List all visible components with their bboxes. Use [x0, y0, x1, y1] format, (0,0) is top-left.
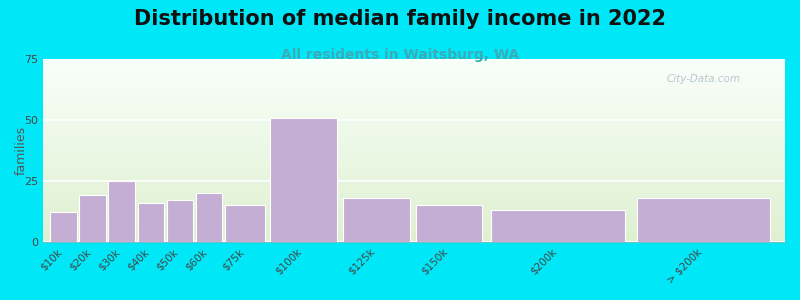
Bar — [491, 210, 625, 242]
Bar — [50, 212, 77, 242]
Bar — [343, 198, 410, 242]
Bar — [109, 181, 135, 242]
Bar — [196, 193, 222, 242]
Bar — [637, 198, 770, 242]
Bar — [415, 205, 482, 242]
Text: All residents in Waitsburg, WA: All residents in Waitsburg, WA — [281, 48, 519, 62]
Bar — [226, 205, 266, 242]
Text: City-Data.com: City-Data.com — [666, 74, 741, 84]
Y-axis label: families: families — [15, 126, 28, 175]
Bar — [79, 195, 106, 242]
Bar — [166, 200, 194, 242]
Bar — [270, 118, 337, 242]
Text: Distribution of median family income in 2022: Distribution of median family income in … — [134, 9, 666, 29]
Bar — [138, 203, 164, 242]
